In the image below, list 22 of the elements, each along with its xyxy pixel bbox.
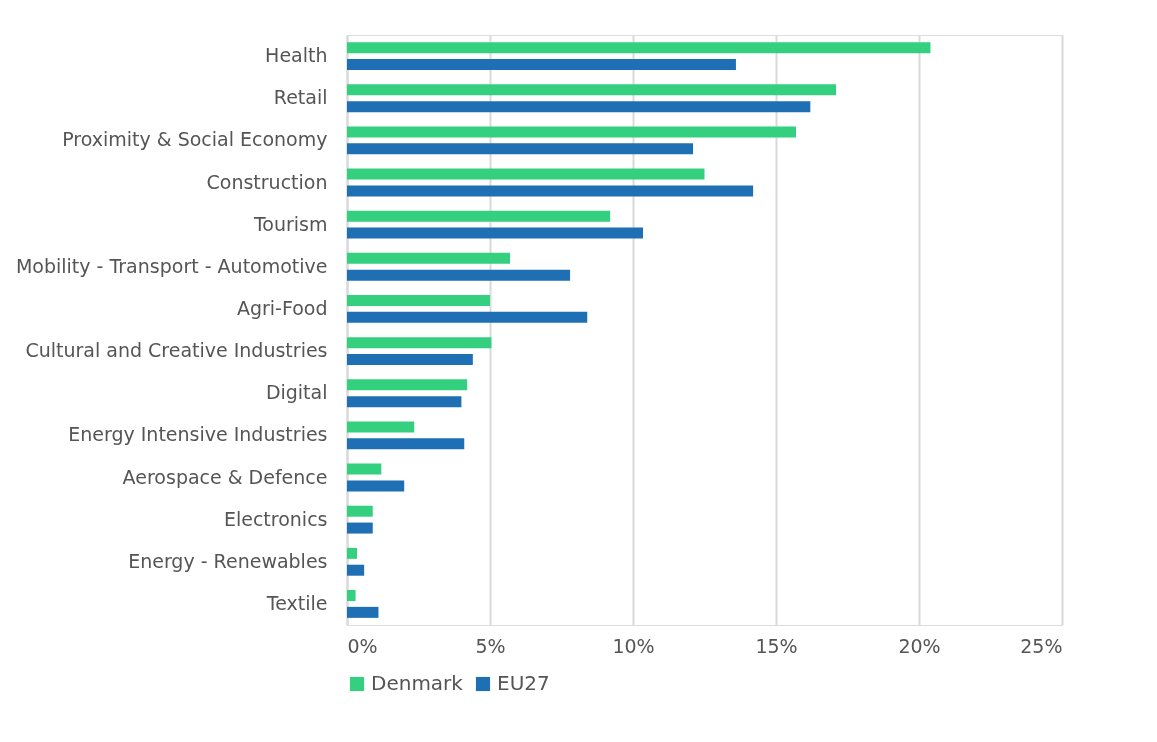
y-tick-label: Mobility - Transport - Automotive bbox=[15, 254, 328, 277]
y-tick-label: Proximity & Social Economy bbox=[62, 128, 328, 151]
y-tick-label: Cultural and Creative Industries bbox=[25, 339, 328, 362]
y-tick-label: Health bbox=[265, 44, 328, 67]
y-tick-label: Electronics bbox=[223, 507, 328, 530]
y-tick-label: Energy Intensive Industries bbox=[68, 423, 328, 446]
x-tick-label: 25% bbox=[1020, 634, 1063, 657]
legend-label: Denmark bbox=[371, 671, 464, 695]
y-tick-label: Digital bbox=[265, 381, 328, 404]
x-tick-label: 0% bbox=[347, 634, 378, 657]
y-tick-label: Energy - Renewables bbox=[128, 549, 328, 572]
y-tick-label: Retail bbox=[273, 86, 328, 109]
y-tick-label: Tourism bbox=[252, 212, 328, 235]
x-tick-label: 10% bbox=[612, 634, 655, 657]
y-tick-label: Aerospace & Defence bbox=[122, 465, 328, 488]
y-tick-label: Textile bbox=[265, 591, 328, 614]
y-tick-label: Agri-Food bbox=[236, 296, 328, 319]
x-tick-label: 15% bbox=[755, 634, 798, 657]
x-tick-label: 5% bbox=[475, 634, 506, 657]
y-tick-label: Construction bbox=[206, 170, 328, 193]
x-tick-label: 20% bbox=[898, 634, 941, 657]
legend-label: EU27 bbox=[497, 671, 550, 695]
